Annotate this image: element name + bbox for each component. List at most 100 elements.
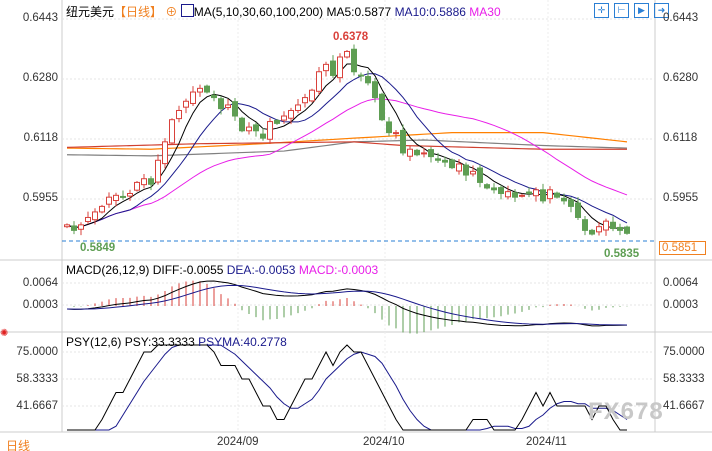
candle-body [218,98,224,110]
ma30-value: MA30 [469,5,501,19]
low-label: 0.5835 [604,248,640,260]
candle-body [134,181,140,191]
candle-body [176,109,182,120]
macd-diff-line [66,280,628,327]
candle-body [540,189,546,202]
candle-body [365,76,371,84]
psy-value: PSY:33.3333 [124,335,195,349]
candle-body [162,141,168,165]
psy-tick: 75.0000 [663,346,705,358]
candle-body [421,152,427,155]
psy-tick: 41.6667 [16,400,58,412]
footer-period[interactable]: 日线 [6,439,31,451]
candle-body [582,219,588,231]
candle-body [92,211,98,221]
ma-label[interactable]: MA(5,10,30,60,100,200) [193,5,324,19]
candle-body [260,133,266,139]
candle-body [533,189,539,197]
exit-icon[interactable]: ➜ [654,3,669,18]
candle-body [435,158,441,161]
candle-body [113,194,119,201]
candle-body [267,121,273,140]
range-icon[interactable]: ⊢ [614,3,629,18]
ma-line-ma60 [66,132,628,150]
candle-body [225,104,231,109]
candle-body [302,97,308,104]
candle-body [596,226,602,233]
psyma-value: PSYMA:40.2778 [198,335,287,349]
candle-body [337,56,343,79]
play-icon[interactable]: ▶ [634,3,649,18]
candle-body [386,121,392,134]
legend-psy: PSY(12,6) PSY:33.3333 PSYMA:40.2778 [66,335,287,349]
macd-tick: 0.0003 [663,299,699,311]
price-tick: 0.6280 [663,72,699,84]
candle-body [428,149,434,158]
candle-body [295,104,301,111]
ma30-line [66,98,628,229]
candle-body [617,226,623,231]
period-label[interactable]: 【日线】 [114,5,163,19]
price-tick: 0.6443 [22,12,58,24]
candle-body [603,220,609,231]
candle-body [400,129,406,154]
candle-body [211,94,217,99]
candle-body [183,100,189,108]
candle-body [169,119,175,144]
candle-body [323,63,329,72]
candle-body [316,71,322,92]
candle-body [407,148,413,157]
candle-body [554,192,560,198]
candle-body [456,163,462,172]
settings-icon[interactable]: ✺ [0,328,9,339]
candle-body [414,149,420,156]
candle-body [372,81,378,99]
candle-body [610,221,616,230]
macd-dea: DEA:-0.0053 [226,263,296,277]
candle-body [589,229,595,235]
price-tick: 0.5955 [22,192,58,204]
candle-body [239,117,245,132]
candle-body [547,189,553,200]
high-label: 0.6378 [333,31,369,43]
candle-body [498,187,504,194]
macd-tick: 0.0064 [663,277,699,289]
candle-body [120,195,126,198]
candle-body [330,60,336,76]
zoom-icon[interactable]: ✛ [594,3,609,18]
candle-body [85,216,91,223]
candle-body [568,199,574,207]
indicator-icon[interactable] [180,4,194,17]
candle-body [561,197,567,202]
candle-body [281,115,287,121]
macd-value: MACD:-0.0003 [298,263,379,277]
candle-body [463,164,469,176]
candle-body [99,205,105,213]
macd-name[interactable]: MACD(26,12,9) [66,263,150,277]
candle-body [491,187,497,191]
candle-body [344,50,350,58]
candle-body [393,132,399,135]
ma10-value: MA10:0.5886 [394,5,466,19]
candle-body [106,196,112,205]
candle-body [232,101,238,117]
legend-macd: MACD(26,12,9) DIFF:-0.0055 DEA:-0.0053 M… [66,263,378,277]
candle-body [484,184,490,189]
candle-body [624,226,630,234]
crosshair-icon[interactable]: ⊕ [165,5,178,19]
ma10-line [66,73,628,229]
date-label: 2024/10 [363,436,405,448]
candle-body [449,159,455,169]
legend-main: 纽元美元【日线】 ⊕ MA(5,10,30,60,100,200) MA5:0.… [66,3,501,20]
ma-line-ma200 [66,141,627,150]
psyma-line [67,344,628,431]
psy-name[interactable]: PSY(12,6) [66,335,122,349]
candle-body [155,159,161,183]
price-tick: 0.6118 [663,132,698,144]
psy-tick: 58.3333 [16,373,58,385]
candle-body [197,87,203,93]
candle-body [477,167,483,183]
symbol-name: 纽元美元 [66,5,115,19]
